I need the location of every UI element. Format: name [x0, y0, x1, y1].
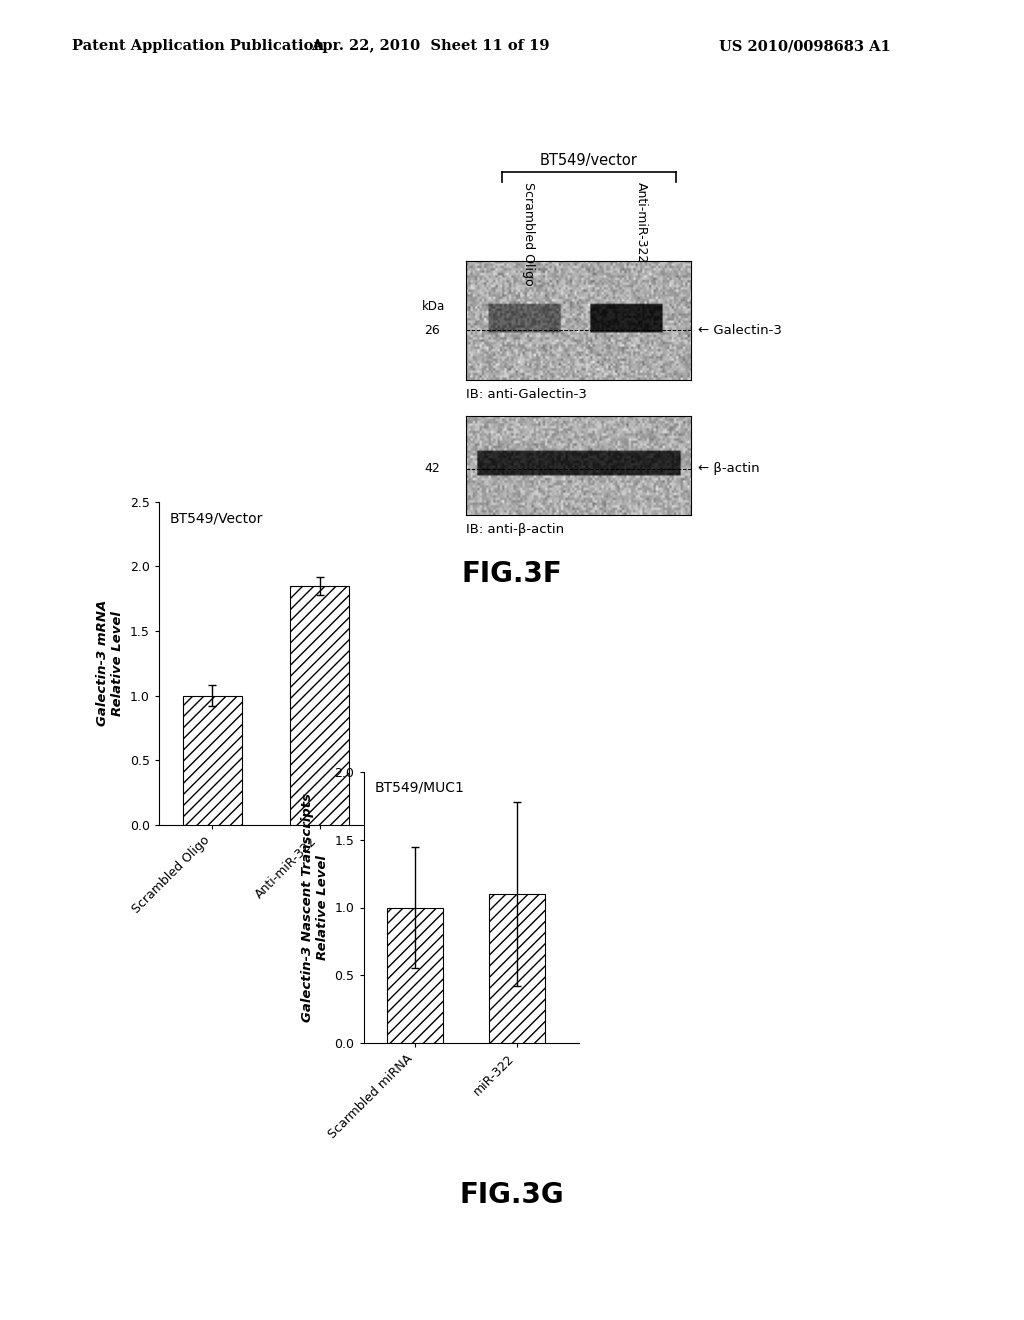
Text: US 2010/0098683 A1: US 2010/0098683 A1 — [719, 40, 891, 53]
Text: ← Galectin-3: ← Galectin-3 — [698, 323, 782, 337]
Text: ← β-actin: ← β-actin — [698, 462, 760, 475]
Text: 26: 26 — [425, 323, 440, 337]
Text: Scrambled Oligo: Scrambled Oligo — [522, 182, 536, 286]
Text: Anti-miR-322: Anti-miR-322 — [635, 182, 648, 264]
Y-axis label: Galectin-3 Nascent Transcripts
Relative Level: Galectin-3 Nascent Transcripts Relative … — [301, 793, 329, 1022]
Text: FIG.3F: FIG.3F — [462, 560, 562, 589]
Text: IB: anti-Galectin-3: IB: anti-Galectin-3 — [466, 388, 587, 401]
Text: BT549/Vector: BT549/Vector — [170, 511, 263, 525]
Bar — [489, 894, 545, 1043]
Text: kDa: kDa — [422, 300, 445, 313]
Text: BT549/MUC1: BT549/MUC1 — [375, 780, 464, 795]
Text: BT549/vector: BT549/vector — [540, 153, 638, 168]
Bar — [183, 696, 242, 825]
Text: IB: anti-β-actin: IB: anti-β-actin — [466, 523, 564, 536]
Bar — [290, 586, 349, 825]
Text: 42: 42 — [425, 462, 440, 475]
Text: Apr. 22, 2010  Sheet 11 of 19: Apr. 22, 2010 Sheet 11 of 19 — [311, 40, 549, 53]
Bar — [386, 908, 442, 1043]
Text: Patent Application Publication: Patent Application Publication — [72, 40, 324, 53]
Y-axis label: Galectin-3 mRNA
Relative Level: Galectin-3 mRNA Relative Level — [96, 601, 124, 726]
Text: FIG.3G: FIG.3G — [460, 1180, 564, 1209]
